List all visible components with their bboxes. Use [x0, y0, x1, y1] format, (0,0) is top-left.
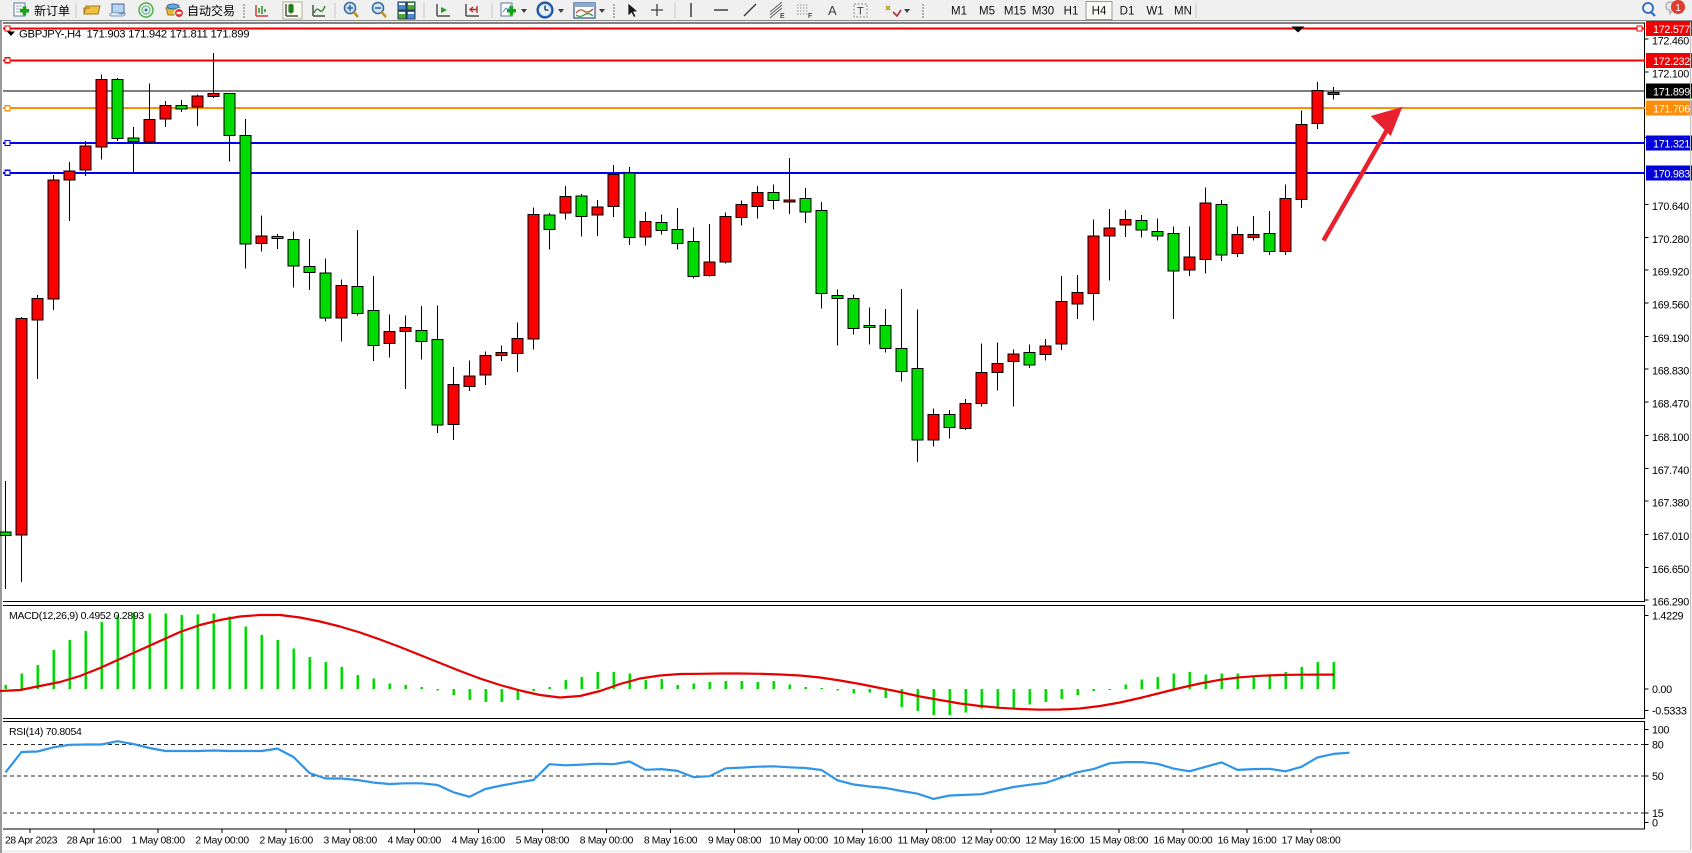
svg-text:169.560: 169.560: [1652, 299, 1689, 311]
svg-text:5 May 08:00: 5 May 08:00: [516, 836, 570, 847]
svg-text:167.010: 167.010: [1652, 531, 1689, 543]
svg-text:2 May 00:00: 2 May 00:00: [195, 836, 249, 847]
svg-text:169.920: 169.920: [1652, 267, 1689, 279]
svg-text:168.830: 168.830: [1652, 366, 1689, 378]
svg-text:H1: H1: [1064, 6, 1079, 18]
svg-text:MACD(12,26,9) 0.4952 0.2893: MACD(12,26,9) 0.4952 0.2893: [9, 610, 144, 622]
svg-text:167.380: 167.380: [1652, 498, 1689, 510]
svg-text:171.899: 171.899: [1653, 86, 1690, 98]
svg-text:新订单: 新订单: [34, 3, 70, 18]
svg-text:12 May 00:00: 12 May 00:00: [961, 836, 1020, 847]
svg-text:50: 50: [1652, 771, 1664, 783]
svg-text:1.4229: 1.4229: [1652, 611, 1684, 623]
svg-text:167.740: 167.740: [1652, 465, 1689, 477]
svg-text:10 May 16:00: 10 May 16:00: [833, 836, 892, 847]
svg-text:0.00: 0.00: [1652, 684, 1672, 696]
svg-text:GBPJPY-,H4 171.903 171.942 17: GBPJPY-,H4 171.903 171.942 171.811 171.8…: [19, 29, 249, 41]
svg-text:8 May 00:00: 8 May 00:00: [580, 836, 634, 847]
svg-text:15 May 08:00: 15 May 08:00: [1089, 836, 1148, 847]
svg-text:171.706: 171.706: [1653, 104, 1690, 116]
svg-text:11 May 08:00: 11 May 08:00: [898, 836, 957, 847]
svg-text:170.983: 170.983: [1653, 168, 1690, 180]
svg-text:28 Apr 16:00: 28 Apr 16:00: [67, 836, 122, 847]
svg-text:MN: MN: [1174, 6, 1192, 18]
svg-text:172.100: 172.100: [1652, 69, 1689, 81]
svg-text:80: 80: [1652, 739, 1664, 751]
svg-text:15: 15: [1652, 808, 1664, 820]
svg-text:170.640: 170.640: [1652, 201, 1689, 213]
svg-text:170.280: 170.280: [1652, 234, 1689, 246]
svg-text:100: 100: [1652, 725, 1669, 737]
svg-text:F: F: [808, 13, 812, 20]
svg-text:M30: M30: [1032, 6, 1054, 18]
svg-text:M1: M1: [951, 6, 967, 18]
svg-text:W1: W1: [1146, 6, 1163, 18]
svg-text:A: A: [828, 3, 837, 18]
svg-text:4 May 16:00: 4 May 16:00: [452, 836, 506, 847]
svg-text:12 May 16:00: 12 May 16:00: [1025, 836, 1084, 847]
svg-text:3 May 08:00: 3 May 08:00: [324, 836, 378, 847]
svg-text:D1: D1: [1120, 6, 1135, 18]
svg-text:2 May 16:00: 2 May 16:00: [260, 836, 314, 847]
svg-text:28 Apr 2023: 28 Apr 2023: [5, 836, 58, 847]
svg-text:4 May 00:00: 4 May 00:00: [388, 836, 442, 847]
svg-text:E: E: [780, 13, 785, 20]
svg-text:16 May 16:00: 16 May 16:00: [1218, 836, 1277, 847]
svg-text:166.650: 166.650: [1652, 564, 1689, 576]
svg-text:166.290: 166.290: [1652, 597, 1689, 609]
svg-text:-0.5333: -0.5333: [1652, 706, 1687, 718]
svg-text:171.321: 171.321: [1653, 139, 1690, 151]
svg-text:172.577: 172.577: [1653, 24, 1690, 36]
svg-text:H4: H4: [1092, 6, 1107, 18]
svg-text:9 May 08:00: 9 May 08:00: [708, 836, 762, 847]
svg-text:169.190: 169.190: [1652, 333, 1689, 345]
svg-text:T: T: [857, 6, 864, 18]
svg-text:RSI(14) 70.8054: RSI(14) 70.8054: [9, 726, 82, 738]
svg-text:1 May 08:00: 1 May 08:00: [131, 836, 185, 847]
svg-text:10 May 00:00: 10 May 00:00: [769, 836, 828, 847]
svg-text:M5: M5: [979, 6, 995, 18]
svg-text:168.470: 168.470: [1652, 398, 1689, 410]
svg-text:1: 1: [1675, 2, 1681, 14]
svg-text:M15: M15: [1004, 6, 1026, 18]
svg-text:16 May 00:00: 16 May 00:00: [1154, 836, 1213, 847]
svg-text:8 May 16:00: 8 May 16:00: [644, 836, 698, 847]
svg-text:168.100: 168.100: [1652, 432, 1689, 444]
svg-text:172.460: 172.460: [1652, 36, 1689, 48]
svg-text:172.232: 172.232: [1653, 56, 1690, 68]
svg-text:0: 0: [1652, 818, 1658, 830]
svg-text:17 May 08:00: 17 May 08:00: [1282, 836, 1341, 847]
svg-text:自动交易: 自动交易: [187, 3, 235, 18]
